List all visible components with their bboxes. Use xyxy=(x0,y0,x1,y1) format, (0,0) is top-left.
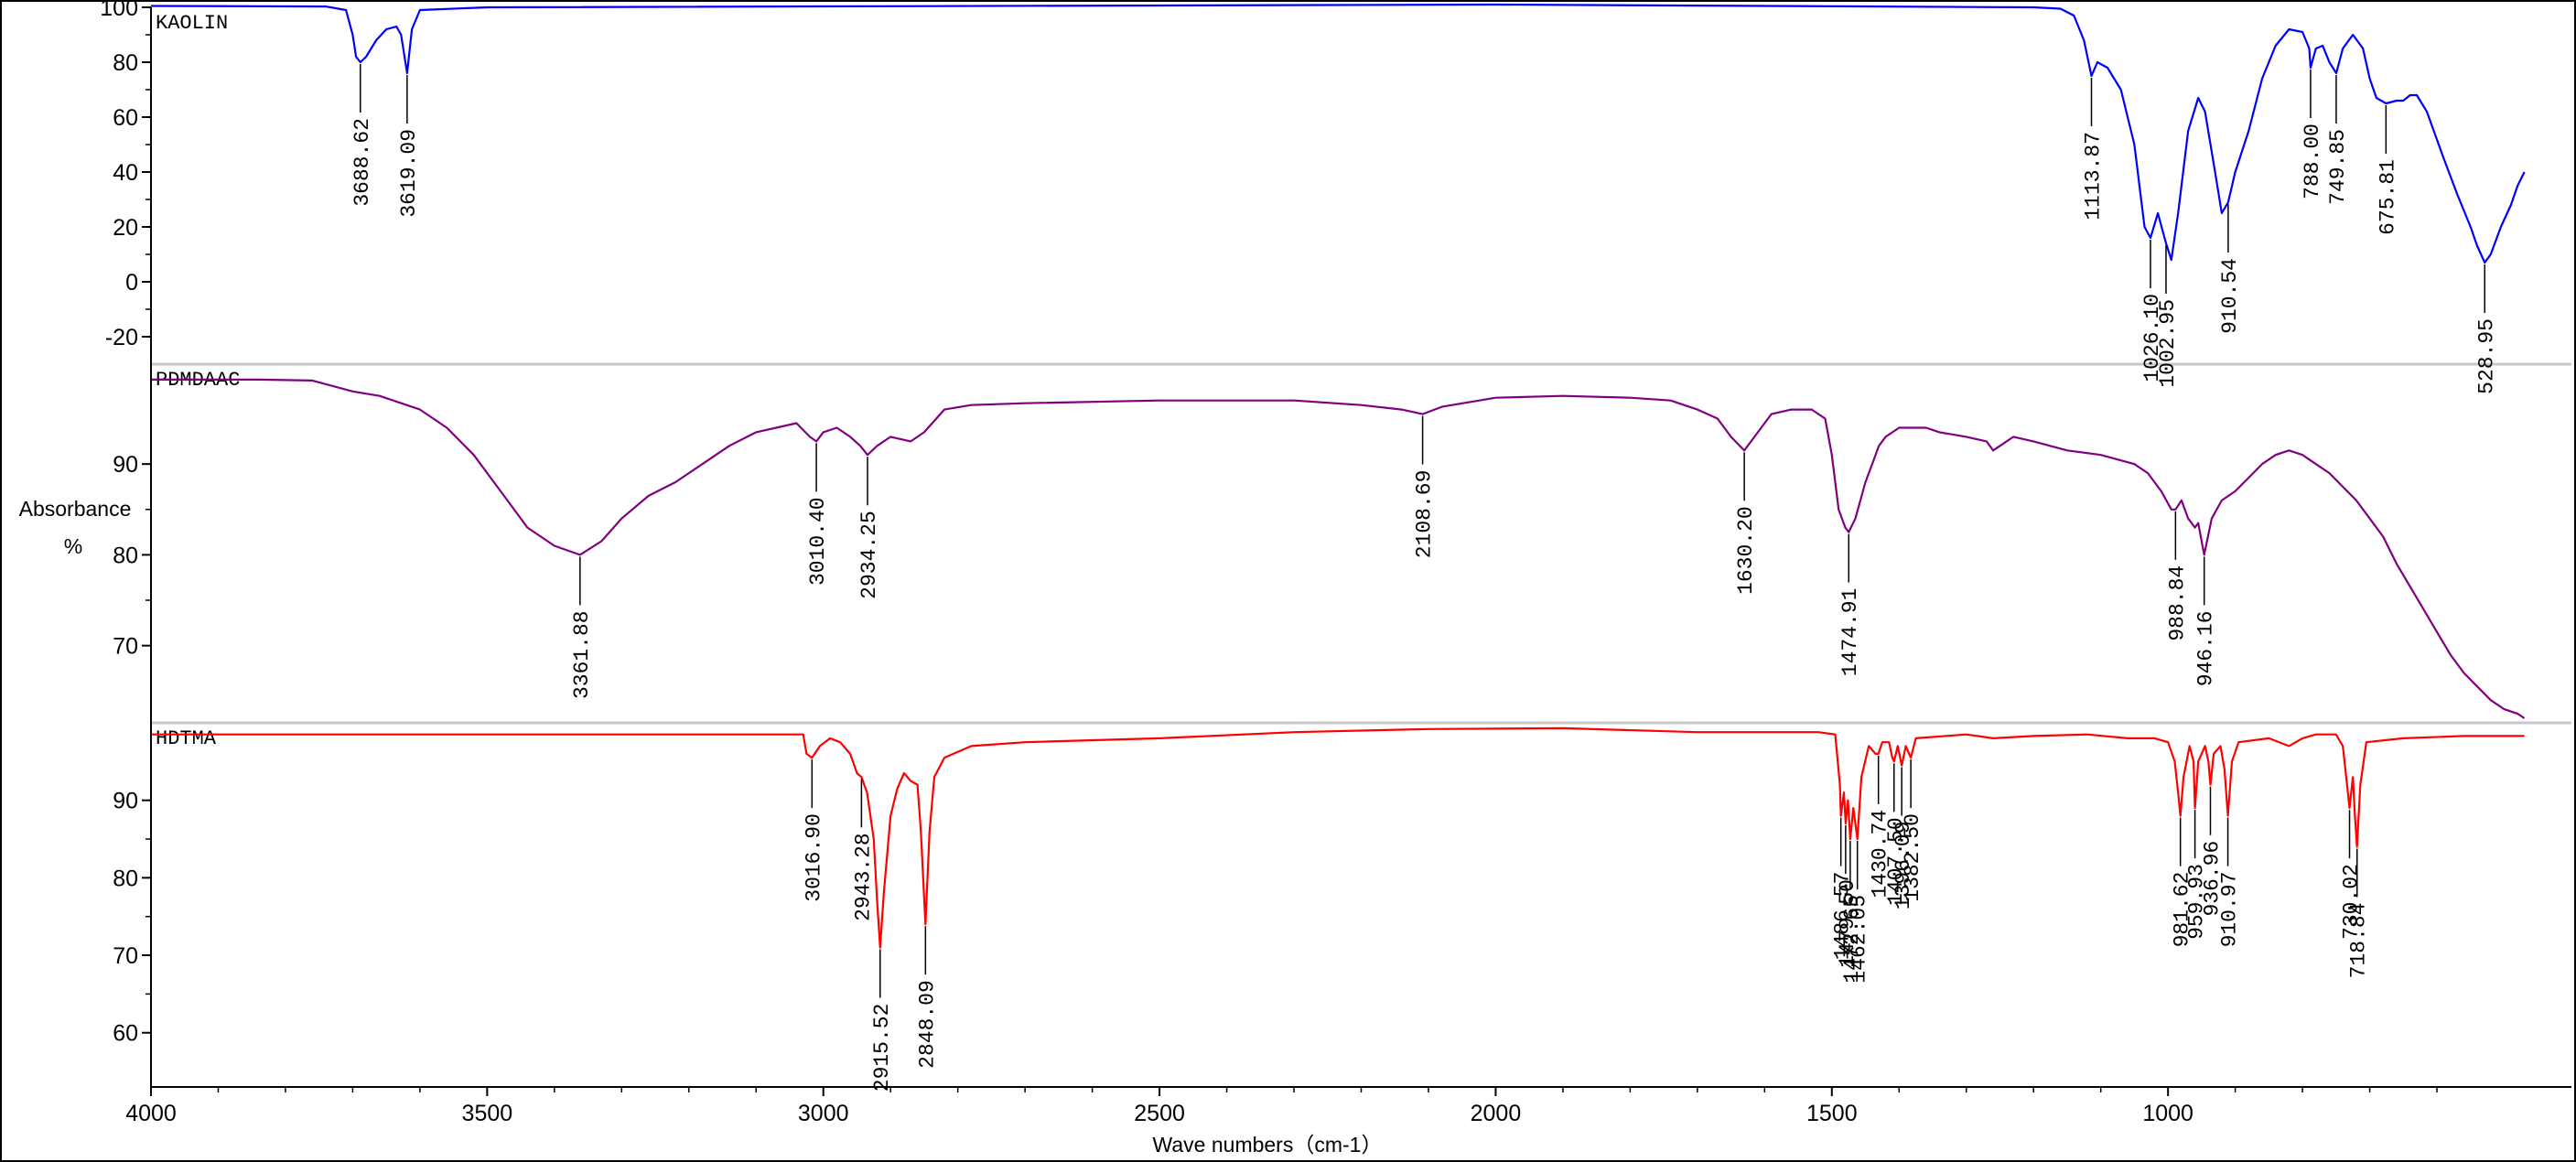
x-tick-label: 3000 xyxy=(798,1101,849,1126)
y-tick-label: 90 xyxy=(113,452,138,478)
peak-label: 3016.90 xyxy=(802,813,825,902)
x-tick-label: 2500 xyxy=(1134,1101,1185,1126)
peak-label: 2848.09 xyxy=(915,980,939,1069)
peak-label: 1113.87 xyxy=(2082,132,2106,221)
peak-label: 718.84 xyxy=(2347,903,2371,979)
peak-label: 1382.50 xyxy=(1901,813,1924,902)
peak-label: 3688.62 xyxy=(350,118,374,207)
y-tick-label: 70 xyxy=(113,943,138,969)
peak-label: 675.81 xyxy=(2376,159,2399,235)
y-tick-label: -20 xyxy=(105,325,138,350)
y-axis-title-line1: Absorbance xyxy=(19,497,132,521)
spectrum-line-pdmdaac xyxy=(151,378,2526,719)
peak-label: 959.93 xyxy=(2185,864,2209,940)
peak-label: 910.97 xyxy=(2218,872,2242,948)
peak-label: 3619.09 xyxy=(397,129,421,218)
spectrum-line-kaolin xyxy=(150,3,2526,264)
peak-label: 749.85 xyxy=(2326,129,2350,205)
x-tick-label: 3500 xyxy=(462,1101,513,1126)
y-tick-label: 90 xyxy=(113,789,138,814)
peak-label: 2943.28 xyxy=(851,833,875,921)
peak-label: 1472.65 xyxy=(1840,895,1864,984)
y-tick-label: 80 xyxy=(113,866,138,891)
peak-label: 528.95 xyxy=(2474,318,2498,394)
peak-label: 2915.52 xyxy=(870,1004,894,1092)
y-tick-label: 60 xyxy=(113,105,138,131)
panels-layer: 100 80 60 40 20 0 -20 KAOLIN 3688.62 3619.09 1113.… xyxy=(100,0,2571,1092)
x-axis: 4000 3500 3000 2500 2000 1500 1000 xyxy=(125,7,2571,1126)
y-tick-label: 0 xyxy=(125,270,138,296)
peak-label: 946.16 xyxy=(2194,610,2218,686)
peak-label: 981.62 xyxy=(2171,872,2194,948)
peak-label: 788.00 xyxy=(2301,124,2324,199)
peak-label: 910.54 xyxy=(2218,258,2242,334)
y-axis-title-line2: % xyxy=(64,534,82,558)
y-tick-label: 60 xyxy=(113,1021,138,1047)
spectrum-line-hdtma xyxy=(151,726,2525,949)
y-tick-label: 80 xyxy=(113,50,138,76)
peak-label: 2108.69 xyxy=(1413,470,1437,559)
x-tick-label: 1000 xyxy=(2142,1101,2193,1126)
peak-label: 1396.09 xyxy=(1892,822,1915,910)
x-tick-label: 4000 xyxy=(125,1101,177,1126)
y-tick-label: 100 xyxy=(100,0,138,21)
y-tick-label: 80 xyxy=(113,543,138,568)
peak-label: 3361.88 xyxy=(570,610,594,699)
y-tick-label: 40 xyxy=(113,160,138,186)
peak-label: 1479.50 xyxy=(1836,879,1859,968)
peak-label: 936.96 xyxy=(2201,841,2225,917)
panel-hdtma: 90 80 70 60 HDTMA 3016.90 2943.28 2915.52 2848.0… xyxy=(113,726,2525,1092)
peak-label: 1474.91 xyxy=(1838,588,1862,677)
x-axis-title: Wave numbers（cm-1） xyxy=(1153,1133,1383,1157)
peak-label: 1630.20 xyxy=(1734,506,1758,595)
peak-label: 988.84 xyxy=(2165,565,2189,641)
x-tick-label: 1500 xyxy=(1806,1101,1858,1126)
peak-label: 1430.74 xyxy=(1869,810,1892,898)
y-tick-label: 70 xyxy=(113,634,138,660)
x-tick-label: 2000 xyxy=(1471,1101,1522,1126)
panel-name-label: HDTMA xyxy=(156,727,217,750)
peak-label: 1407.50 xyxy=(1884,817,1908,906)
peak-label: 1462.05 xyxy=(1848,895,1871,984)
peak-label: 1002.95 xyxy=(2156,299,2180,388)
y-tick-label: 20 xyxy=(113,215,138,241)
peak-label: 2934.25 xyxy=(857,511,881,599)
panel-kaolin: 100 80 60 40 20 0 -20 KAOLIN 3688.62 3619.09 1113.… xyxy=(100,0,2571,394)
peak-label: 3010.40 xyxy=(806,497,830,586)
panel-name-label: KAOLIN xyxy=(156,12,228,35)
peak-label: 1026.10 xyxy=(2140,294,2164,382)
peak-label: 730.02 xyxy=(2340,864,2364,940)
